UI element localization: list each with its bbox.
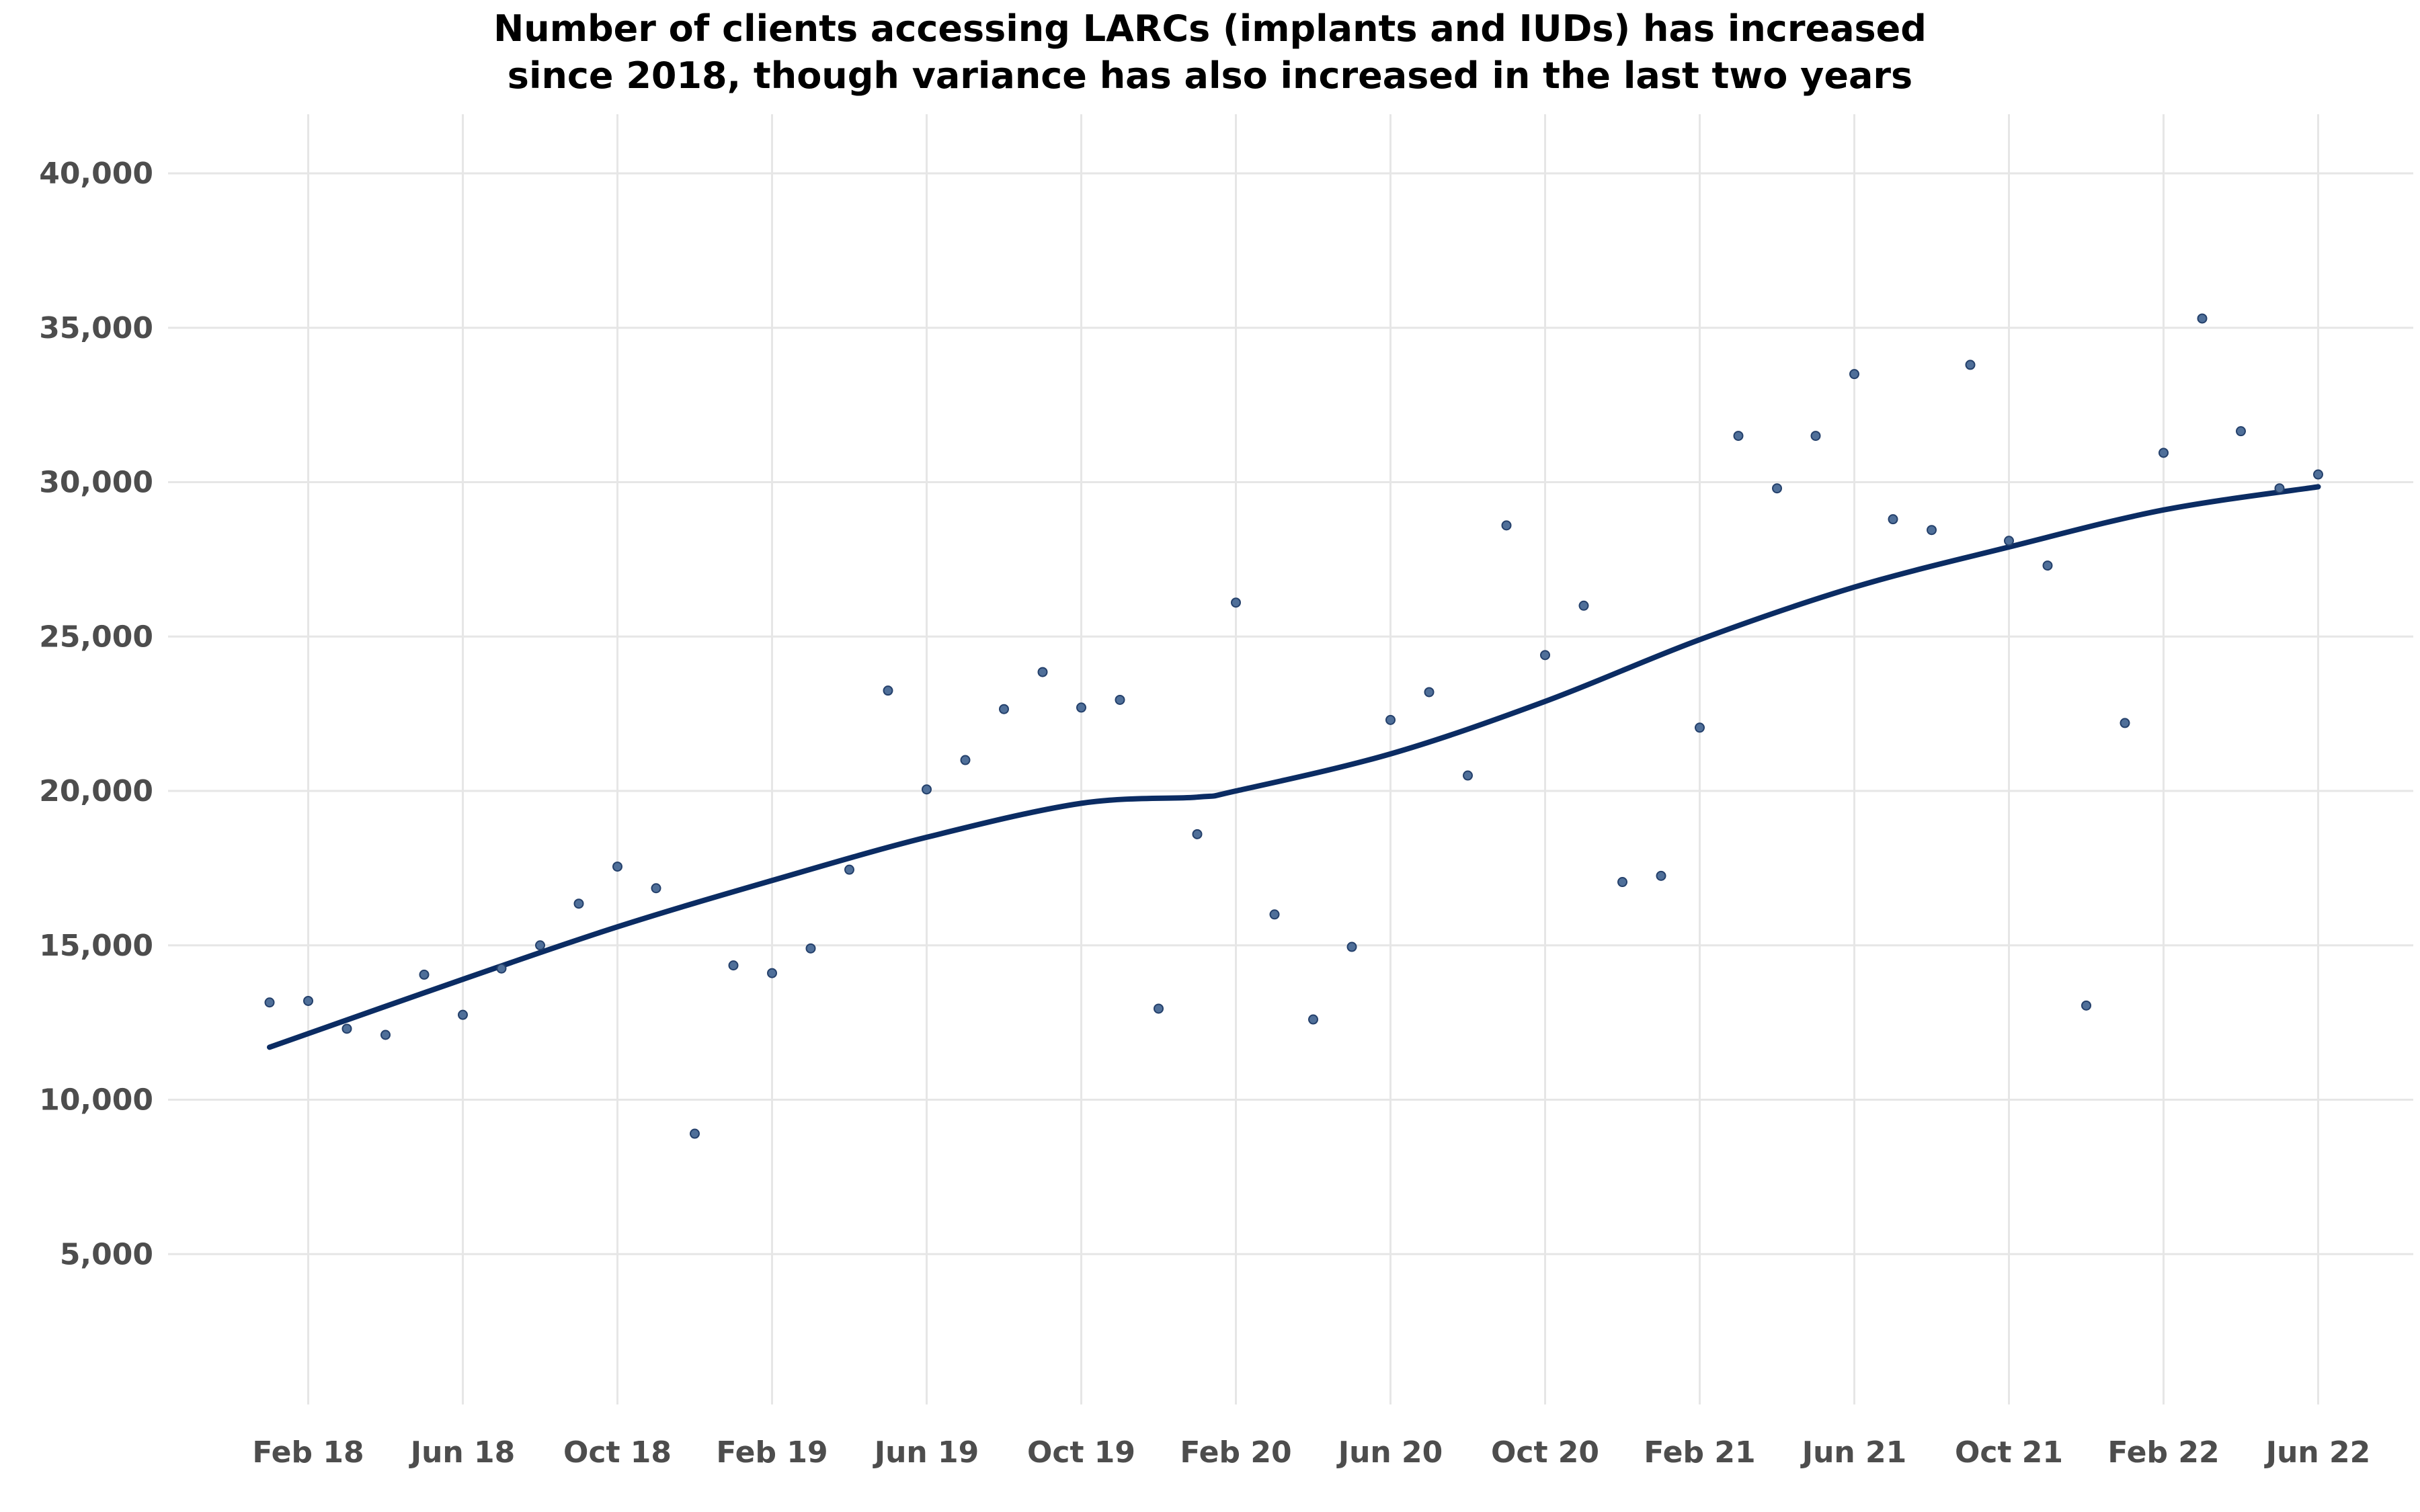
data-point — [1695, 722, 1705, 733]
data-point — [2197, 313, 2208, 324]
y-tick-label: 10,000 — [39, 1083, 153, 1118]
data-point — [922, 784, 932, 795]
data-point — [2042, 560, 2053, 571]
data-point — [960, 755, 971, 765]
x-tick-label: Jun 21 — [1800, 1435, 1907, 1470]
chart-title-line-2: since 2018, though variance has also inc… — [507, 54, 1913, 97]
data-point — [419, 969, 430, 980]
trend-line — [267, 484, 2321, 1050]
vertical-gridlines — [307, 114, 2319, 1404]
data-point — [341, 1023, 352, 1034]
data-point — [1656, 870, 1666, 881]
y-tick-label: 20,000 — [39, 774, 153, 808]
data-point — [1617, 877, 1627, 888]
data-point — [1037, 667, 1048, 677]
trend-layer — [267, 484, 2321, 1050]
x-tick-label: Oct 20 — [1491, 1435, 1599, 1470]
horizontal-gridlines — [168, 172, 2413, 1255]
data-point — [1308, 1014, 1318, 1025]
data-point — [1849, 369, 1859, 380]
x-tick-label: Jun 22 — [2264, 1435, 2371, 1470]
chart-title: Number of clients accessing LARCs (impla… — [0, 5, 2420, 99]
data-point — [2081, 1000, 2091, 1011]
data-point — [844, 864, 854, 875]
x-tick-label: Feb 21 — [1644, 1435, 1755, 1470]
data-point — [1540, 650, 1550, 661]
y-tick-label: 15,000 — [39, 929, 153, 963]
data-point — [1810, 431, 1821, 442]
data-point — [2313, 469, 2323, 480]
data-point — [1733, 431, 1744, 442]
y-tick-label: 35,000 — [39, 311, 153, 345]
data-point — [496, 963, 507, 974]
data-point — [1578, 600, 1589, 611]
y-tick-label: 25,000 — [39, 620, 153, 654]
x-tick-label: Jun 20 — [1336, 1435, 1443, 1470]
data-point — [1154, 1003, 1164, 1014]
data-point — [883, 685, 893, 696]
data-point — [573, 898, 584, 909]
data-point — [1385, 714, 1396, 725]
x-tick-label: Feb 22 — [2107, 1435, 2219, 1470]
x-tick-label: Feb 20 — [1180, 1435, 1291, 1470]
data-point — [1501, 520, 1512, 531]
data-point — [651, 883, 661, 894]
data-point — [999, 704, 1009, 714]
data-point — [2274, 483, 2285, 494]
data-point — [2120, 718, 2130, 728]
data-point — [458, 1009, 468, 1020]
data-point — [1076, 702, 1086, 713]
data-point — [1346, 941, 1357, 952]
points-layer — [264, 313, 2323, 1139]
y-tick-labels: 5,000 10,000 15,000 20,000 25,000 30,000 35,00… — [39, 157, 153, 1271]
data-point — [2004, 536, 2014, 546]
x-tick-label: Feb 18 — [252, 1435, 364, 1470]
x-tick-label: Oct 19 — [1027, 1435, 1135, 1470]
data-point — [1463, 770, 1473, 781]
data-point — [1192, 829, 1203, 839]
y-tick-label: 40,000 — [39, 157, 153, 191]
x-tick-label: Oct 21 — [1955, 1435, 2063, 1470]
data-point — [264, 997, 275, 1008]
data-point — [728, 960, 739, 971]
x-tick-label: Jun 18 — [409, 1435, 516, 1470]
data-point — [2159, 448, 2169, 458]
data-point — [303, 995, 313, 1006]
data-point — [690, 1128, 700, 1139]
chart-title-line-1: Number of clients accessing LARCs (impla… — [493, 7, 1927, 50]
data-point — [767, 968, 777, 978]
data-point — [805, 943, 816, 954]
data-point — [380, 1030, 391, 1040]
data-point — [1231, 597, 1241, 608]
data-point — [2236, 426, 2246, 437]
data-point — [1888, 514, 1898, 525]
data-point — [1115, 694, 1125, 705]
y-tick-label: 5,000 — [60, 1237, 153, 1271]
data-point — [1927, 525, 1937, 536]
x-tick-label: Jun 19 — [873, 1435, 979, 1470]
data-point — [1772, 483, 1782, 494]
x-tick-labels: Feb 18 Jun 18 Oct 18 Feb 19 Jun 19 Oct 19 Feb … — [252, 1435, 2370, 1470]
data-point — [535, 940, 545, 951]
x-tick-label: Oct 18 — [563, 1435, 672, 1470]
x-tick-label: Feb 19 — [716, 1435, 828, 1470]
data-point — [1269, 909, 1280, 920]
data-point — [1424, 687, 1435, 698]
y-tick-label: 30,000 — [39, 466, 153, 500]
data-point — [612, 862, 622, 872]
data-point — [1965, 360, 1976, 370]
